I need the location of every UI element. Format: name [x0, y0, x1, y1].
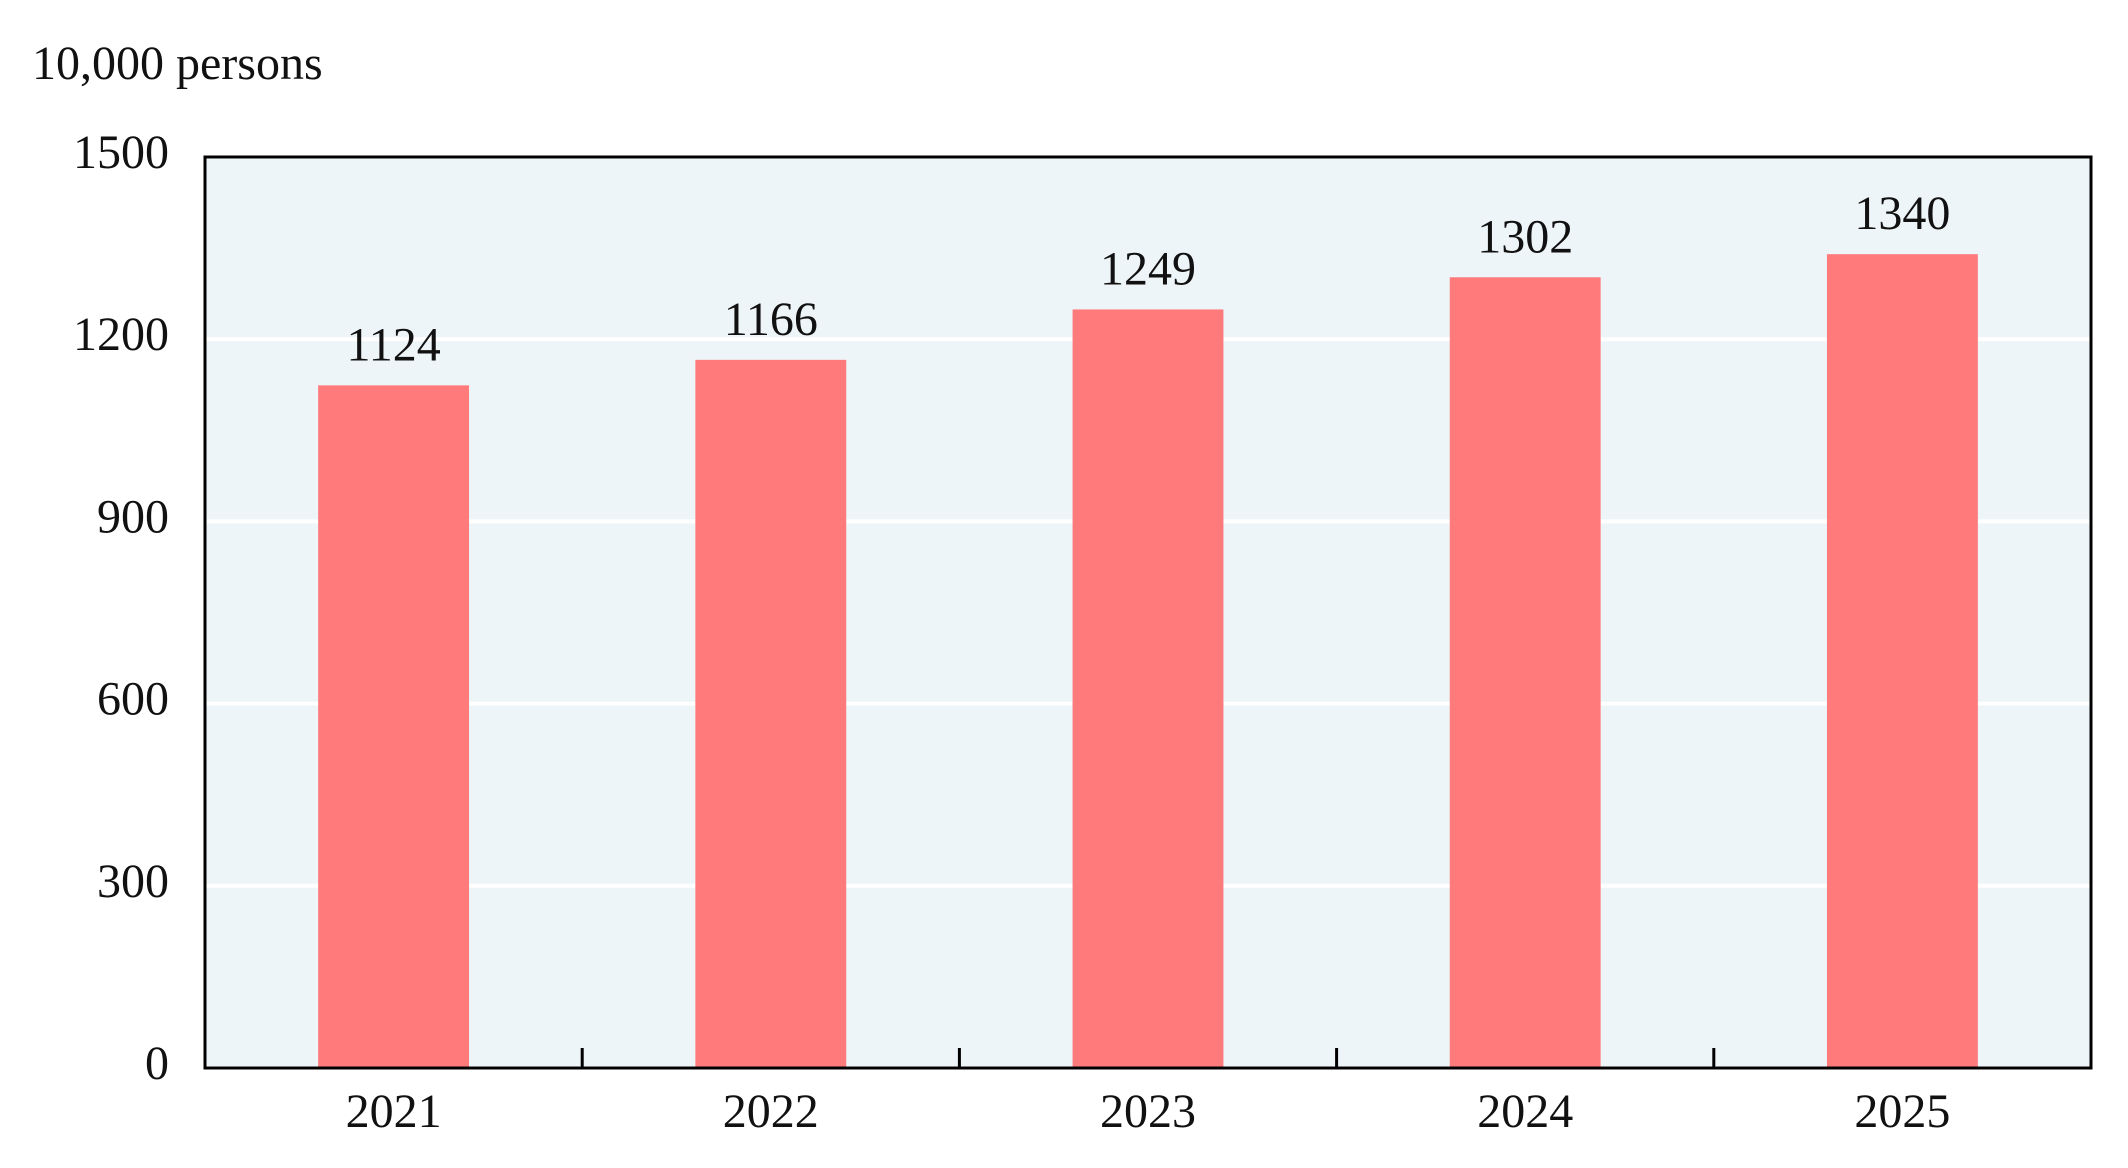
bar — [695, 359, 847, 1068]
plot-frame — [203, 155, 2093, 1070]
bar — [318, 385, 470, 1069]
data-label: 1166 — [724, 293, 818, 346]
bar — [1072, 309, 1224, 1068]
bar — [1449, 277, 1601, 1068]
y-tick-label: 300 — [97, 855, 169, 908]
x-tick-label: 2025 — [1854, 1085, 1950, 1138]
y-tick-label: 600 — [97, 673, 169, 726]
data-label: 1340 — [1854, 187, 1950, 240]
y-tick-label: 1200 — [73, 308, 169, 361]
bar — [1826, 254, 1978, 1068]
x-tick-label: 2021 — [346, 1085, 442, 1138]
y-tick-label: 900 — [97, 490, 169, 543]
x-tick-label: 2024 — [1477, 1085, 1573, 1138]
data-label: 1302 — [1477, 210, 1573, 263]
data-label: 1249 — [1100, 242, 1196, 295]
data-label: 1124 — [346, 318, 440, 371]
y-tick-label: 1500 — [73, 126, 169, 179]
y-tick-label: 0 — [145, 1037, 169, 1090]
y-axis-label: 10,000 persons — [32, 37, 323, 90]
x-tick-label: 2023 — [1100, 1085, 1196, 1138]
x-tick-label: 2022 — [723, 1085, 819, 1138]
